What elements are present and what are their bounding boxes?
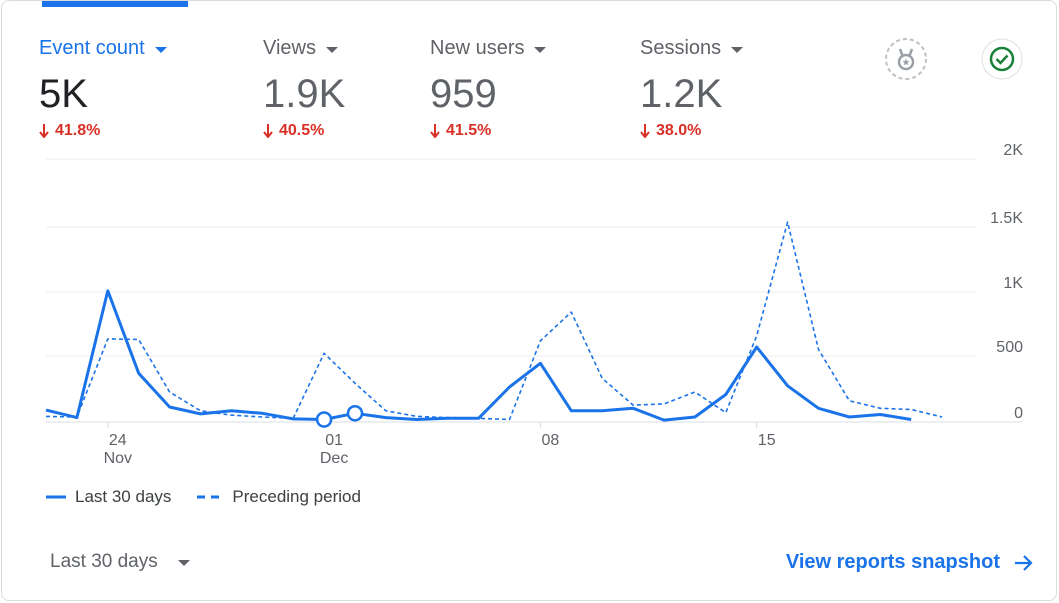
metric-tab-views[interactable]: Views 1.9K 40.5% [263,37,345,140]
metric-label: New users [430,37,525,59]
active-tab-indicator [42,1,188,7]
arrow-down-icon [430,124,440,138]
arrow-down-icon [263,124,273,138]
x-tick-label: 24 [109,432,127,449]
chart-legend: Last 30 days Preceding period [46,487,361,507]
metric-value: 959 [430,72,497,116]
metric-tab-event-count[interactable]: Event count 5K 41.8% [39,37,167,140]
y-tick-label: 1K [1003,275,1023,292]
y-tick-label: 500 [996,339,1023,356]
x-tick-label: 15 [758,432,776,449]
series-line-preceding [45,221,943,421]
caret-down-icon [534,46,547,53]
metric-label: Event count [39,37,145,59]
metric-tab-header[interactable]: New users [430,37,547,60]
arrow-down-icon [39,124,49,138]
metric-change: 38.0% [640,122,743,140]
ribbon-medal-icon [885,38,927,80]
caret-down-icon [177,560,190,566]
metric-tab-header[interactable]: Event count [39,37,167,60]
y-tick-label: 0 [1014,405,1023,422]
date-range-label: Last 30 days [50,551,158,572]
check-circle-icon [981,38,1023,80]
chart-series [45,221,943,428]
metric-change-value: 38.0% [656,122,702,139]
x-tick-label: 01 [325,432,343,449]
metric-label: Sessions [640,37,722,59]
link-label: View reports snapshot [785,551,1000,573]
dashed-line-swatch [197,495,224,499]
data-point-marker [346,405,364,422]
legend-label: Last 30 days [75,487,172,506]
solid-line-swatch [46,495,66,499]
metric-label: Views [263,37,316,59]
metric-change-value: 41.8% [55,122,101,139]
metric-value: 5K [39,72,88,116]
metric-tab-sessions[interactable]: Sessions 1.2K 38.0% [640,37,744,140]
metric-tab-header[interactable]: Sessions [640,37,744,60]
metric-change-value: 40.5% [279,122,325,139]
metric-change: 40.5% [263,122,345,140]
x-tick-month-label: Dec [320,450,348,467]
metric-value: 1.9K [263,72,346,116]
metric-tab-new-users[interactable]: New users 959 41.5% [430,37,547,140]
date-range-dropdown[interactable]: Last 30 days [50,551,190,573]
metric-tab-header[interactable]: Views [263,37,345,60]
metric-change-value: 41.5% [446,122,492,139]
chart-grid [46,158,1022,423]
caret-down-icon [326,46,338,53]
data-point-marker [315,411,333,428]
series-line-current [45,289,912,422]
x-tick-month-label: Nov [104,450,132,467]
legend-item-preceding[interactable]: Preceding period [197,487,361,507]
insights-button[interactable] [885,38,927,80]
status-button[interactable] [981,38,1023,80]
caret-down-icon [731,46,744,53]
arrow-right-icon [1015,554,1033,571]
y-tick-label: 1.5K [990,210,1023,227]
metric-value: 1.2K [640,72,723,116]
legend-item-current[interactable]: Last 30 days [46,487,171,507]
metric-change: 41.8% [39,122,167,140]
x-tick-label: 08 [542,432,560,449]
y-tick-label: 2K [1003,142,1023,159]
arrow-down-icon [640,124,650,138]
y-axis: 0 500 1K 1.5K 2K [990,142,1023,422]
metric-change: 41.5% [430,122,546,140]
caret-down-icon [154,46,167,53]
view-reports-snapshot-link[interactable]: View reports snapshot [786,551,1034,574]
legend-label: Preceding period [232,487,361,506]
